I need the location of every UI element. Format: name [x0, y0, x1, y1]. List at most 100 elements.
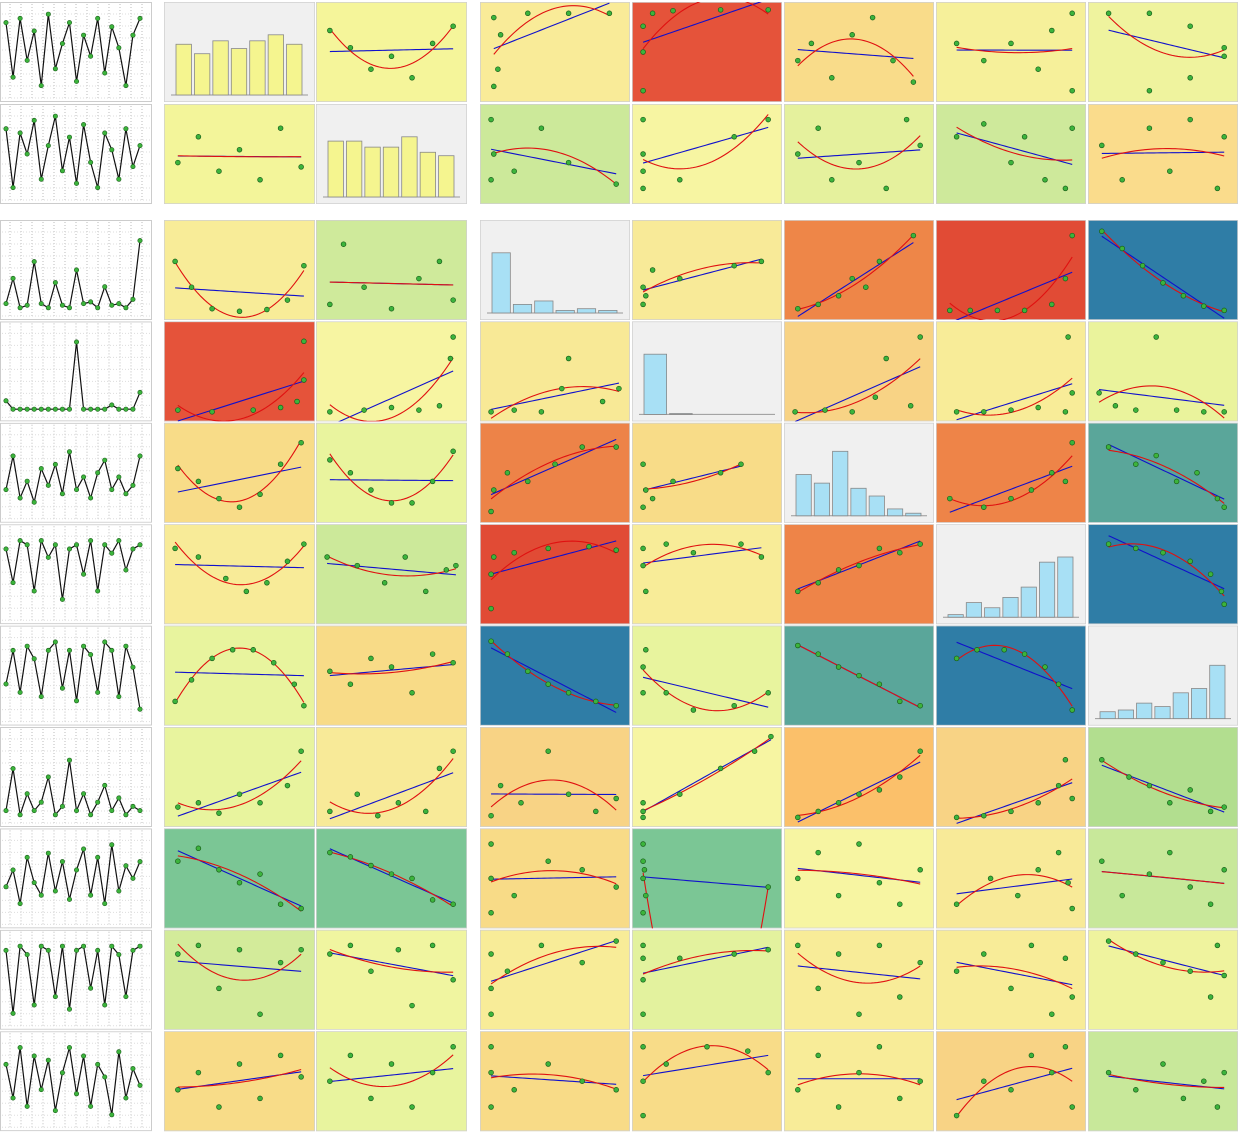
scatter-point — [640, 808, 646, 815]
line-point — [17, 15, 23, 21]
line-point — [24, 952, 30, 958]
panel — [316, 321, 467, 422]
scatter-point — [815, 808, 821, 815]
quadratic-fit — [642, 949, 769, 975]
scatter-point — [216, 810, 222, 816]
line-point — [31, 880, 37, 886]
line-point — [24, 542, 30, 548]
scatter-point — [172, 698, 178, 705]
scatter-point — [758, 554, 765, 560]
scatter-point — [849, 409, 855, 415]
panel — [784, 524, 934, 625]
scatter-point — [1035, 66, 1041, 72]
line-point — [3, 808, 9, 814]
scatter-point — [504, 968, 511, 974]
line-point — [95, 185, 101, 191]
scatter-point — [1221, 134, 1227, 140]
panel — [632, 524, 782, 625]
scatter-point — [216, 168, 222, 174]
quadratic-fit — [949, 256, 1073, 320]
scatter-point — [368, 66, 374, 72]
panel — [936, 104, 1086, 204]
scatter-point — [876, 879, 883, 886]
panel — [164, 1031, 315, 1132]
scatter-point — [835, 892, 842, 899]
panel — [632, 625, 782, 726]
line-point — [45, 774, 51, 780]
scatter-point — [488, 571, 494, 577]
panel-background — [936, 422, 1086, 523]
line-point — [123, 83, 129, 89]
scatter-point — [1221, 1069, 1227, 1076]
line-point — [116, 694, 122, 700]
scatter-point — [301, 541, 307, 547]
quadratic-fit — [797, 135, 921, 170]
line-point — [59, 596, 65, 602]
panel — [316, 422, 467, 523]
scatter-point — [917, 702, 923, 709]
scatter-point — [640, 23, 646, 29]
panel-background — [316, 524, 467, 625]
scatter-point — [491, 487, 497, 493]
scatter-point — [835, 951, 842, 957]
line-point — [137, 453, 143, 459]
panel-background — [164, 220, 315, 320]
line-point — [17, 406, 23, 412]
scatter-point — [953, 814, 960, 821]
scatter-point — [765, 690, 771, 696]
scatter-point — [579, 867, 585, 873]
line-point — [59, 168, 65, 174]
quadratic-fit — [177, 439, 302, 503]
line-point — [52, 639, 58, 645]
scatter-point — [497, 782, 504, 789]
panel-background — [316, 422, 467, 523]
scatter-point — [497, 32, 504, 38]
scatter-point — [792, 409, 798, 415]
scatter-point — [298, 905, 304, 912]
panel — [164, 104, 315, 204]
scatter-point — [565, 10, 572, 17]
scatter-point — [1133, 407, 1139, 413]
panel — [316, 220, 467, 320]
linear-fit — [1108, 535, 1225, 590]
scatter-point — [172, 545, 178, 552]
scatter-point — [1069, 795, 1075, 802]
line-point — [130, 875, 136, 881]
linear-fit — [642, 676, 769, 708]
scatter-point — [579, 959, 585, 966]
scatter-point — [409, 1002, 415, 1009]
scatter-point — [436, 258, 443, 265]
panel — [784, 828, 934, 929]
line-point — [81, 846, 87, 852]
scatter-point — [388, 53, 395, 60]
scatter-point — [1119, 892, 1125, 899]
line-point — [88, 299, 94, 305]
scatter-point — [815, 985, 821, 992]
scatter-point — [738, 461, 744, 467]
panel-background — [632, 422, 782, 523]
scatter-point — [1008, 495, 1014, 502]
scatter-point — [677, 275, 683, 282]
histogram-bar — [643, 353, 668, 415]
scatter-point — [981, 951, 987, 957]
panel — [784, 625, 934, 726]
scatter-point — [876, 545, 883, 552]
scatter-point — [298, 748, 304, 754]
line-point — [31, 1002, 37, 1008]
line-point — [130, 482, 136, 488]
line-point — [102, 782, 108, 788]
quadratic-fit — [795, 358, 921, 414]
line-point — [10, 766, 16, 772]
scatter-point — [264, 580, 270, 586]
panel — [936, 321, 1086, 422]
histogram-bar — [887, 508, 904, 517]
scatter-point — [640, 841, 646, 847]
scatter-point — [294, 398, 300, 405]
line-point — [116, 474, 122, 480]
scatter-point — [565, 355, 572, 362]
scatter-point — [967, 307, 973, 314]
panel-background — [632, 625, 782, 726]
scatter-point — [223, 575, 229, 582]
panel — [1088, 727, 1238, 827]
scatter-point — [301, 338, 307, 345]
